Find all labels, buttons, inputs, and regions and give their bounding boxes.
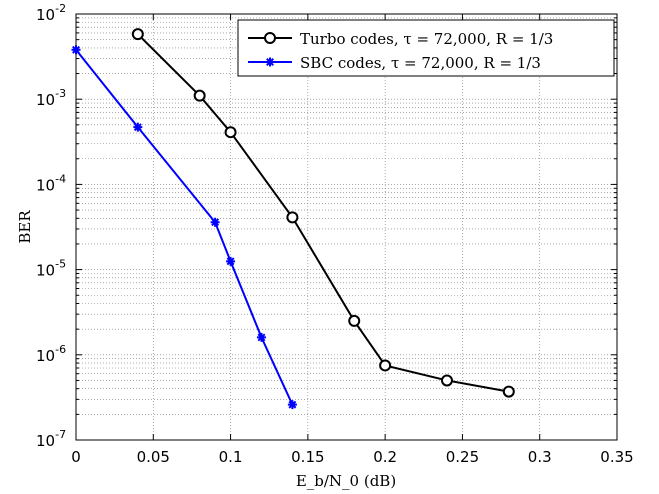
y-tick-label: 10-7 — [36, 428, 66, 450]
data-point-0 — [379, 359, 392, 372]
legend: Turbo codes, τ = 72,000, R = 1/3 SBC cod… — [237, 19, 615, 77]
legend-box — [237, 19, 615, 77]
legend-label-sbc: SBC codes, τ = 72,000, R = 1/3 — [300, 54, 541, 72]
x-tick-label: 0.35 — [600, 448, 633, 466]
y-tick-label: 10-5 — [36, 258, 66, 280]
x-tick-label: 0.15 — [291, 448, 324, 466]
x-tick-label: 0.05 — [137, 448, 170, 466]
data-point-1 — [256, 332, 266, 342]
y-tick-label: 10-3 — [36, 87, 66, 109]
data-point-1 — [210, 217, 220, 227]
series-line-0 — [137, 33, 509, 393]
data-point-0 — [348, 314, 361, 327]
legend-marker-sbc — [265, 57, 275, 67]
data-point-0 — [224, 126, 237, 139]
data-point-0 — [440, 374, 453, 387]
y-axis-label: BER — [16, 210, 34, 244]
x-tick-labels: 0 0.05 0.1 0.15 0.2 0.25 0.3 0.35 — [71, 448, 633, 466]
plot-frame — [75, 13, 618, 441]
x-tick-label: 0.2 — [373, 448, 397, 466]
data-point-0 — [286, 211, 299, 224]
data-point-1 — [226, 256, 236, 266]
data-point-1 — [287, 400, 297, 410]
data-point-0 — [193, 89, 206, 102]
grid-lines — [76, 14, 617, 440]
legend-label-turbo: Turbo codes, τ = 72,000, R = 1/3 — [300, 30, 553, 48]
tick-marks — [75, 13, 618, 441]
data-point-0 — [502, 385, 515, 398]
y-tick-label: 10-2 — [36, 2, 66, 24]
y-tick-label: 10-4 — [36, 172, 66, 194]
data-point-1 — [133, 122, 143, 132]
x-tick-label: 0.25 — [446, 448, 479, 466]
y-tick-label: 10-6 — [36, 343, 66, 365]
y-tick-labels: 10-2 10-3 10-4 10-5 10-6 10-7 — [36, 2, 66, 450]
x-axis-label: E_b/N_0 (dB) — [296, 472, 396, 490]
x-tick-label: 0 — [71, 448, 81, 466]
series-line-1 — [75, 49, 294, 406]
data-point-1 — [71, 45, 81, 55]
series-layer — [71, 28, 515, 410]
legend-star-glyph — [265, 57, 275, 67]
x-tick-label: 0.1 — [219, 448, 243, 466]
x-tick-label: 0.3 — [528, 448, 552, 466]
data-point-0 — [131, 28, 144, 41]
legend-marker-turbo — [264, 32, 276, 44]
